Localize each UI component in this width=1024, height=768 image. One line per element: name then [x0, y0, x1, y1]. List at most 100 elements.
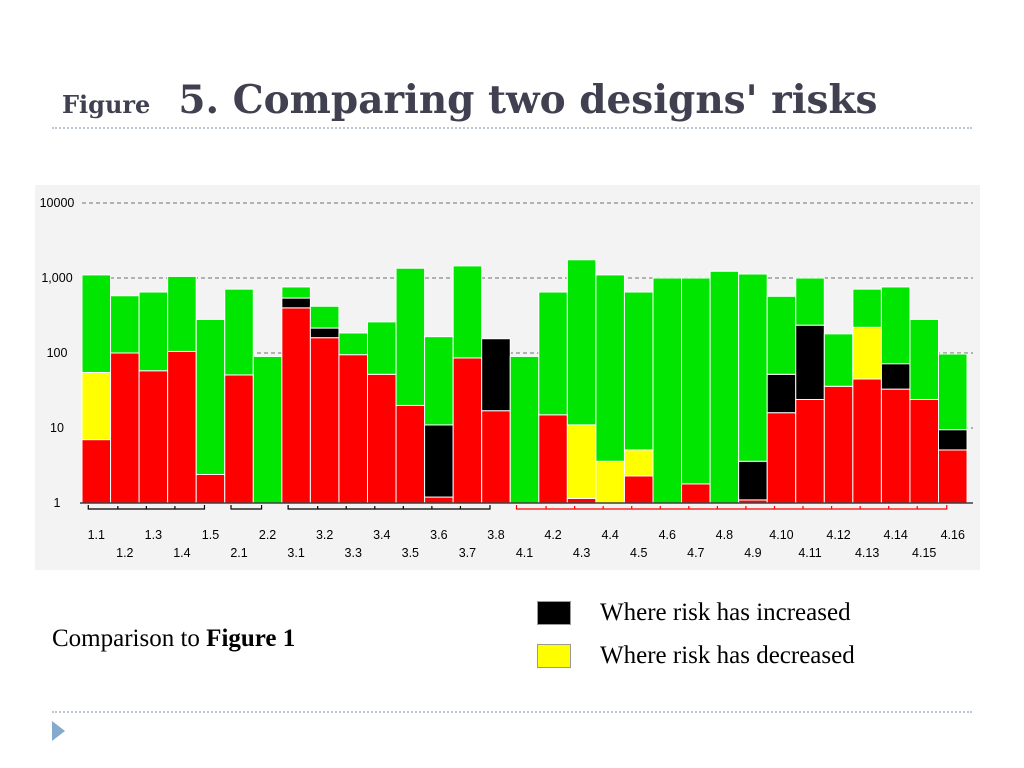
bar-segment — [938, 429, 968, 451]
legend-swatch-decreased — [537, 644, 571, 668]
bar-segment — [795, 277, 825, 326]
y-tick-label: 1,000 — [41, 271, 72, 285]
bar-segment — [623, 291, 654, 451]
bar-segment — [395, 267, 426, 406]
bar-segment — [424, 424, 454, 498]
x-tick-label: 1.3 — [145, 528, 162, 542]
bar-segment — [110, 352, 140, 504]
bar-4.9 — [738, 273, 768, 504]
group-bracket — [230, 505, 263, 510]
bar-segment — [167, 275, 197, 352]
y-tick-label: 1 — [54, 496, 61, 510]
bar-segment — [909, 398, 940, 504]
slide-title: Figure 5. Comparing two designs' risks — [62, 77, 877, 123]
bar-3.2 — [309, 305, 340, 504]
bar-4.6 — [652, 277, 683, 504]
bar-segment — [852, 326, 882, 380]
x-tick-label: 4.13 — [855, 546, 879, 560]
bar-segment — [766, 295, 797, 375]
bar-segment — [452, 357, 483, 504]
title-text: 5. Comparing two designs' risks — [178, 77, 878, 123]
bar-1.1 — [81, 274, 112, 504]
bar-1.4 — [167, 275, 197, 504]
bar-segment — [252, 355, 283, 504]
group-bracket — [287, 505, 491, 510]
bar-segment — [424, 496, 454, 504]
x-tick-label: 4.7 — [687, 546, 704, 560]
bar-4.15 — [909, 318, 940, 504]
bar-4.5 — [623, 291, 654, 504]
bar-segment — [224, 374, 254, 504]
slide-bullet-arrow-icon — [52, 721, 65, 741]
bar-3.1 — [281, 286, 311, 504]
x-tick-label: 4.1 — [516, 546, 533, 560]
legend-label-increased: Where risk has increased — [600, 599, 851, 626]
bar-4.10 — [766, 295, 797, 504]
bar-4.3 — [566, 259, 597, 504]
x-tick-label: 1.5 — [202, 528, 219, 542]
legend-swatch-increased — [537, 601, 571, 625]
bar-3.5 — [395, 267, 426, 504]
bar-1.2 — [110, 295, 140, 504]
bar-segment — [595, 460, 625, 504]
bar-segment — [81, 371, 112, 441]
bar-segment — [81, 439, 112, 504]
bar-2.2 — [252, 355, 283, 504]
bar-segment — [681, 483, 711, 504]
y-tick-label: 10 — [50, 421, 64, 435]
bar-segment — [652, 277, 683, 504]
legend-item-decreased: Where risk has decreased — [537, 642, 855, 670]
bar-segment — [424, 336, 454, 426]
bar-segment — [623, 449, 654, 477]
bar-1.3 — [138, 291, 169, 504]
bar-segment — [538, 414, 568, 504]
bar-segment — [367, 373, 397, 504]
bar-4.13 — [852, 288, 882, 504]
bar-segment — [681, 277, 711, 485]
bar-segment — [623, 475, 654, 504]
bars — [81, 259, 968, 504]
bar-segment — [309, 327, 340, 339]
bar-segment — [81, 274, 112, 373]
x-tick-label: 3.8 — [487, 528, 504, 542]
group-brackets — [87, 505, 948, 510]
bar-4.14 — [880, 286, 911, 504]
bar-3.3 — [338, 332, 369, 504]
bar-segment — [138, 291, 169, 372]
bar-segment — [281, 286, 311, 299]
group-bracket — [87, 505, 206, 510]
bar-segment — [338, 332, 369, 356]
x-tick-label: 2.2 — [259, 528, 276, 542]
x-tick-label: 4.9 — [744, 546, 761, 560]
bar-segment — [766, 373, 797, 414]
bar-segment — [367, 321, 397, 375]
x-tick-label: 3.4 — [373, 528, 390, 542]
bar-segment — [566, 259, 597, 426]
caption-text: Comparison to — [52, 625, 207, 652]
x-tick-label: 1.1 — [88, 528, 105, 542]
x-tick-label: 3.7 — [459, 546, 476, 560]
bar-3.8 — [481, 338, 511, 504]
bar-segment — [938, 353, 968, 431]
caption: Comparison to Figure 1 — [52, 625, 295, 653]
legend-item-increased: Where risk has increased — [537, 599, 851, 627]
x-tick-label: 3.1 — [287, 546, 304, 560]
x-tick-label: 3.6 — [430, 528, 447, 542]
legend-label-decreased: Where risk has decreased — [600, 642, 855, 669]
bar-4.16 — [938, 353, 968, 504]
title-prefix: Figure — [62, 90, 151, 119]
bar-segment — [452, 265, 483, 359]
risk-comparison-chart: 1 10 100 1,000 10000 1.1 1.2 1.3 1.4 1.5 2.1 2.2 3.1… — [35, 185, 980, 570]
bar-4.4 — [595, 274, 625, 504]
bar-4.8 — [709, 270, 740, 504]
bar-segment — [167, 350, 197, 504]
bar-3.4 — [367, 321, 397, 504]
x-tick-label: 4.4 — [601, 528, 618, 542]
bar-segment — [823, 385, 854, 504]
x-tick-label: 4.15 — [912, 546, 936, 560]
x-tick-label: 3.5 — [402, 546, 419, 560]
bar-segment — [138, 370, 169, 504]
bar-segment — [195, 318, 226, 475]
bar-segment — [338, 354, 369, 504]
caption-figure-reference: Figure 1 — [206, 625, 296, 652]
